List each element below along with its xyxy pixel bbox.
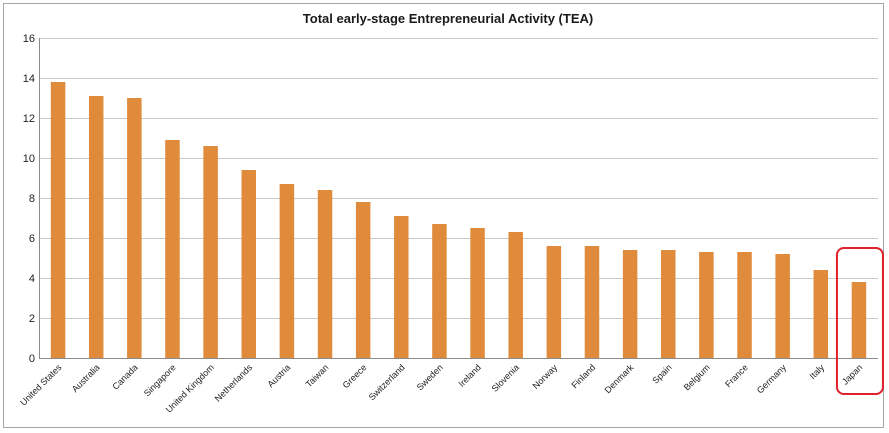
- bar-switzerland: [394, 216, 409, 358]
- x-tick-label: United States: [18, 362, 64, 408]
- bar-singapore: [165, 140, 180, 358]
- bar-slovenia: [508, 232, 523, 358]
- x-tick-label: Finland: [569, 362, 597, 390]
- y-tick-label: 2: [29, 313, 35, 325]
- x-tick-label: Singapore: [142, 362, 178, 398]
- x-tick-label: Belgium: [682, 362, 712, 392]
- x-tick-label: Japan: [840, 362, 864, 386]
- bar-canada: [127, 98, 142, 358]
- x-tick-label: Switzerland: [367, 362, 407, 402]
- x-tick-label: Canada: [110, 362, 139, 391]
- y-tick-label: 6: [29, 233, 35, 245]
- bar-taiwan: [317, 190, 333, 358]
- x-axis-ticks: United States Australia Canada SingaporeUni…: [18, 362, 864, 415]
- bar-belgium: [699, 252, 714, 358]
- y-tick-label: 0: [29, 353, 35, 365]
- x-tick-label: Sweden: [415, 362, 445, 392]
- chart-title: Total early-stage Entrepreneurial Activi…: [303, 11, 593, 26]
- bar-united-states: [50, 82, 66, 358]
- y-tick-label: 4: [29, 273, 35, 285]
- bar-sweden: [432, 224, 447, 358]
- x-tick-label: Taiwan: [304, 362, 331, 389]
- x-tick-label: Spain: [650, 362, 673, 385]
- x-tick-label: Italy: [807, 362, 826, 381]
- y-tick-label: 12: [23, 113, 35, 125]
- bar-japan: [851, 282, 867, 358]
- x-tick-label: Netherlands: [213, 362, 255, 404]
- x-tick-label: Austria: [265, 362, 292, 389]
- bar-spain: [661, 250, 676, 358]
- bar-finland: [584, 246, 600, 358]
- x-tick-label: Australia: [70, 362, 102, 394]
- japan-highlight-box: [835, 247, 884, 395]
- bar-norway: [546, 246, 562, 358]
- bar-denmark: [622, 250, 638, 358]
- gridlines: [39, 38, 878, 319]
- y-tick-label: 10: [23, 153, 35, 165]
- bar-australia: [88, 96, 104, 358]
- x-tick-label: Norway: [531, 362, 560, 391]
- x-tick-label: Germany: [755, 362, 789, 396]
- bar-netherlands: [241, 170, 256, 358]
- bar-france: [737, 252, 752, 358]
- x-tick-label: Ireland: [456, 362, 483, 389]
- bar-ireland: [470, 228, 485, 358]
- x-tick-label: Denmark: [603, 362, 636, 395]
- bar-austria: [279, 184, 295, 358]
- y-tick-label: 8: [29, 193, 35, 205]
- bar-united-kingdom: [203, 146, 218, 358]
- x-tick-label: Greece: [341, 362, 369, 390]
- x-tick-label: France: [723, 362, 750, 389]
- y-tick-label: 16: [23, 33, 35, 45]
- x-tick-label: Slovenia: [490, 362, 521, 393]
- bar-greece: [355, 202, 371, 358]
- y-axis-ticks: 0 2 4 6 8 10 12 14 16: [23, 33, 35, 365]
- bars: [50, 82, 867, 358]
- bar-italy: [813, 270, 829, 358]
- y-tick-label: 14: [23, 73, 35, 85]
- bar-germany: [775, 254, 790, 358]
